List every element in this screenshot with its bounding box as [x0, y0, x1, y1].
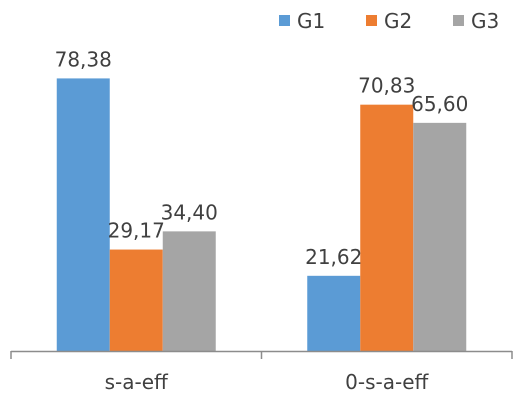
legend-swatch-g2: [366, 15, 377, 26]
bar-g1-1: [307, 276, 360, 351]
data-label-g2-0: 29,17: [108, 219, 165, 243]
legend-label-g1: G1: [297, 9, 325, 33]
legend-label-g2: G2: [384, 9, 412, 33]
data-label-g1-1: 21,62: [305, 245, 362, 269]
x-tick-label-1: 0-s-a-eff: [345, 370, 429, 394]
data-label-g3-0: 34,40: [161, 200, 218, 224]
chart-legend: G1 G2 G3: [279, 9, 499, 33]
data-label-g3-1: 65,60: [411, 92, 468, 116]
bar-g2-0: [110, 250, 163, 351]
legend-swatch-g3: [453, 15, 464, 26]
legend-swatch-g1: [279, 15, 290, 26]
bar-g3-0: [163, 231, 216, 351]
data-label-g1-0: 78,38: [55, 47, 112, 71]
bar-g3-1: [413, 123, 466, 351]
bar-g2-1: [360, 105, 413, 351]
legend-label-g3: G3: [471, 9, 499, 33]
bar-g1-0: [57, 78, 110, 351]
data-label-g2-1: 70,83: [358, 74, 415, 98]
x-axis: s-a-eff 0-s-a-eff: [11, 351, 512, 394]
x-tick-label-0: s-a-eff: [105, 370, 169, 394]
bar-group: [57, 78, 467, 351]
